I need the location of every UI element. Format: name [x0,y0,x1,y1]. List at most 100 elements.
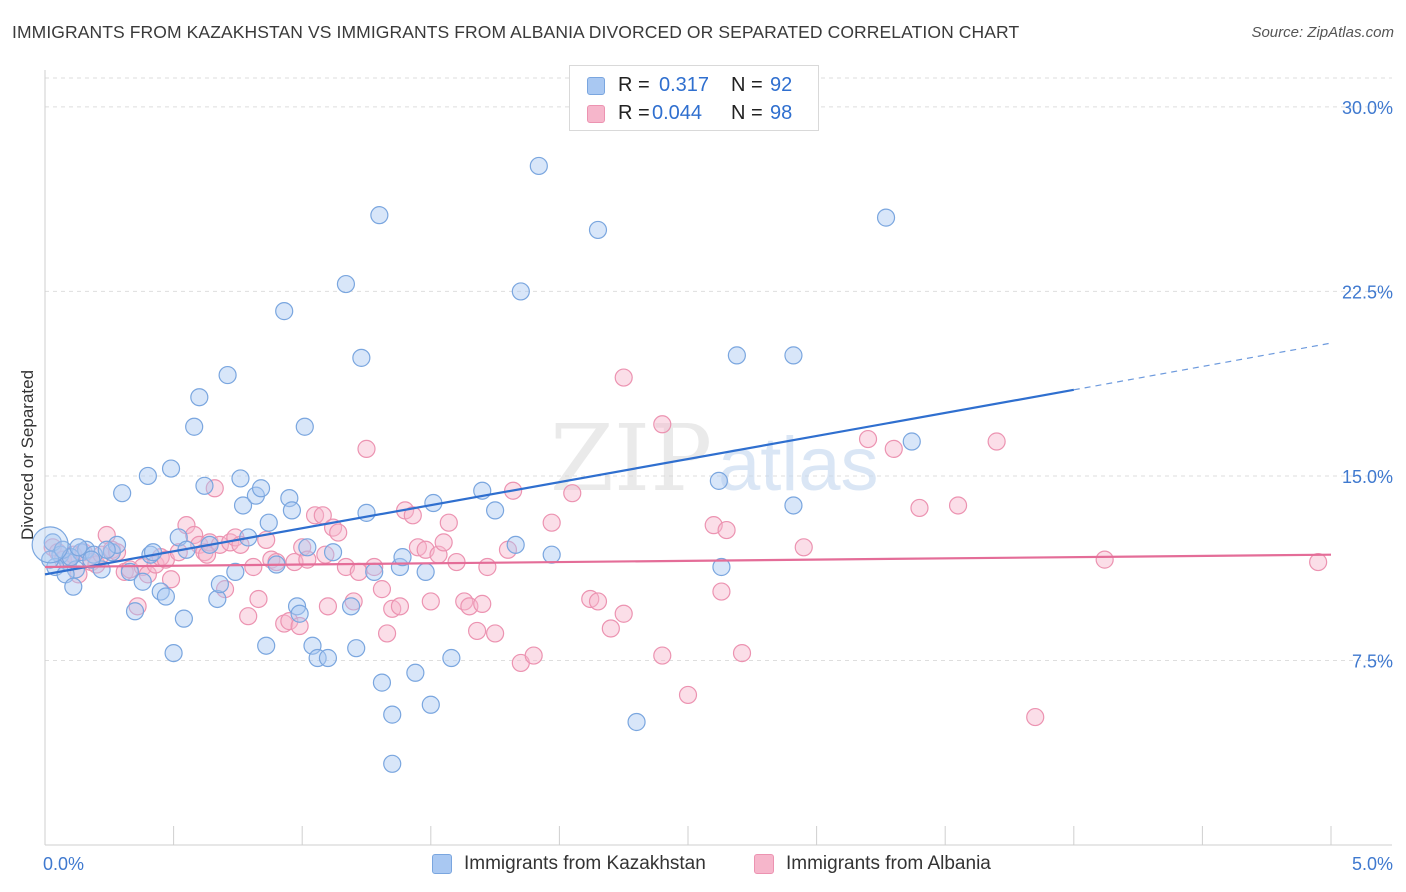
legend-n-value: 98 [770,102,793,124]
legend-n-label: N = [731,102,763,124]
x-tick-label: 0.0% [43,854,84,874]
albania-point [1095,550,1114,569]
albania-point [161,570,181,589]
kazakhstan-point [727,346,746,365]
kazakhstan-point [709,471,728,490]
kazakhstan-point [82,550,101,569]
albania-trend-line [44,553,1332,569]
bottom-legend-swatch-blue [432,854,452,874]
kazakhstan-point [275,302,294,321]
legend-swatch-blue [587,77,605,95]
kazakhstan-point [120,562,139,582]
bottom-legend-swatch-pink [754,854,774,874]
kazakhstan-point [341,597,361,616]
albania-point [280,612,299,631]
albania-point [372,580,392,599]
kazakhstan-point [164,643,183,663]
kazakhstan-point [784,346,803,365]
axis-labels: 7.5% 15.0% 22.5% 30.0% 0.0% 5.0% [43,98,1393,874]
albania-point [987,432,1006,451]
kazakhstan-point [97,540,116,559]
albania-point [421,592,440,611]
albania-point [305,506,325,525]
kazakhstan-point [113,484,132,503]
kazakhstan-cluster-point [31,526,69,564]
kazakhstan-point [138,466,157,486]
albania-point [377,624,397,643]
kazakhstan-point [259,513,278,532]
albania-point [653,415,672,434]
bottom-legend-label: Immigrants from Albania [786,853,991,874]
kazakhstan-point [902,432,921,451]
albania-point [467,621,487,641]
kazakhstan-point [876,208,896,227]
albania-point [712,582,731,601]
y-tick-label: 22.5% [1342,282,1393,302]
kazakhstan-point [233,496,253,515]
kazakhstan-point [318,648,338,668]
albania-point [1309,552,1328,572]
kazakhstan-point [282,501,302,520]
kazakhstan-point [151,582,170,601]
albania-point [439,513,458,532]
y-tick-label: 30.0% [1342,98,1393,118]
albania-point [249,589,268,609]
source-label: Source: ZipAtlas.com [1251,24,1394,41]
legend-row-kazakhstan: R = 0.317 N = 92 [570,72,818,100]
albania-point [858,429,878,449]
kazakhstan-trend-line [44,388,1074,576]
kazakhstan-point [442,648,461,668]
legend-r-value: 0.044 [652,102,703,124]
kazakhstan-point [370,206,389,225]
albania-point [1026,707,1045,727]
kazakhstan-point [251,479,271,498]
kazakhstan-point [542,545,561,564]
y-tick-label: 7.5% [1352,651,1393,671]
watermark: ZIP atlas [550,405,879,512]
albania-point [794,538,813,557]
legend-r-label: R = [618,74,650,96]
albania-point [455,592,474,611]
kazakhstan-point [143,543,163,562]
albania-point [653,646,672,665]
legend-r-label: R = [618,102,650,124]
trend-lines [44,342,1332,576]
kazakhstan-point [298,538,317,557]
kazakhstan-point [323,543,343,562]
kazakhstan-point [257,636,276,655]
kazakhstan-point [69,538,88,557]
kazakhstan-point [372,673,392,692]
albania-point [244,557,263,577]
watermark-atlas: atlas [718,422,879,507]
kazakhstan-point [125,602,145,621]
kazakhstan-point [190,388,209,407]
kazakhstan-point [365,562,384,582]
albania-point [542,513,561,532]
albania-point [732,643,752,663]
albania-point [588,592,608,611]
albania-point [563,484,582,503]
albania-point [128,597,147,616]
kazakhstan-point [421,695,440,714]
albania-point [215,580,235,599]
albania-point [318,597,338,616]
kazakhstan-point [210,575,229,594]
albania-point [478,557,497,577]
kazakhstan-point [406,663,425,682]
albania-point [239,607,258,626]
albania-point [357,439,376,458]
albania-point [290,616,309,636]
axes [44,70,1392,846]
kazakhstan-point [393,548,412,567]
kazakhstan-points [31,156,921,773]
albania-point [344,592,363,611]
albania-point [486,624,505,643]
legend-n-label: N = [731,74,763,96]
albania-point [614,368,633,387]
kazakhstan-point [64,577,83,596]
kazakhstan-point [627,712,646,732]
kazakhstan-point [352,348,371,367]
kazakhstan-point [784,496,803,515]
x-tick-label: 5.0% [1352,854,1393,874]
